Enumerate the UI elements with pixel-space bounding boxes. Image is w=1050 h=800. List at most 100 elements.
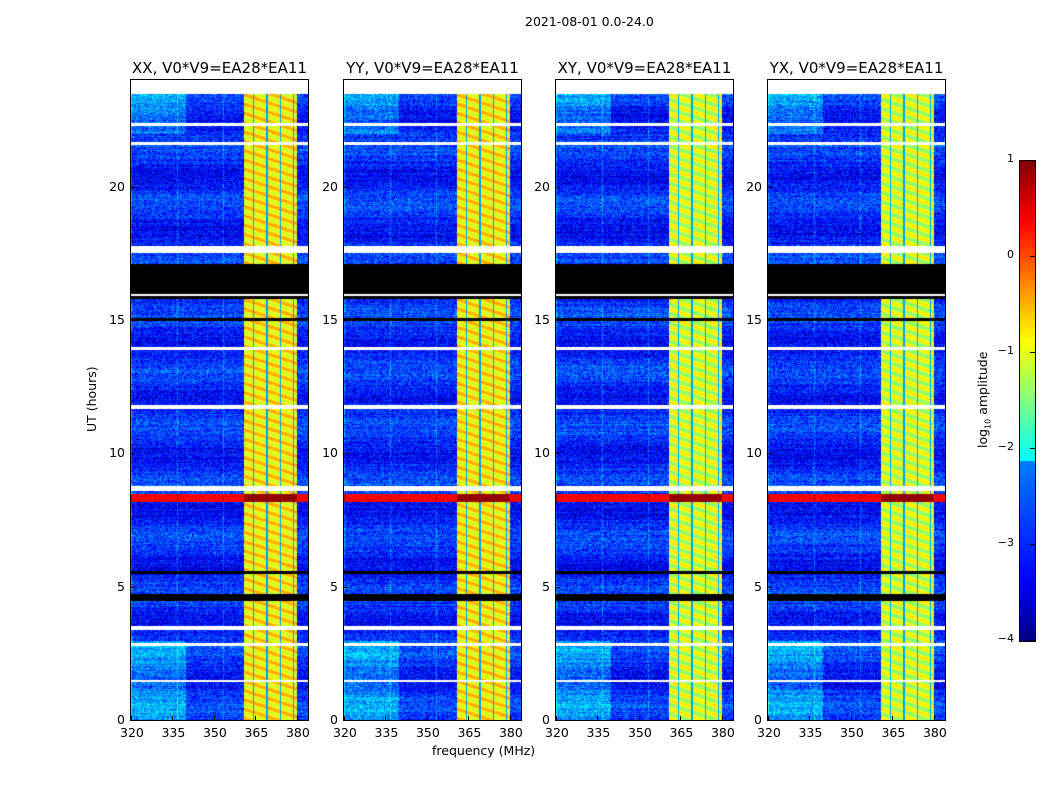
x-tick (768, 716, 769, 720)
x-tick (597, 716, 599, 720)
x-tick (468, 716, 470, 720)
x-tick-label: 380 (922, 725, 947, 740)
x-tick-label: 320 (120, 725, 144, 740)
colorbar-tick (1030, 640, 1035, 641)
colorbar-tick (1030, 352, 1035, 353)
colorbar-label: log10 amplitude (975, 352, 993, 448)
y-tick-label: 10 (746, 445, 762, 461)
y-tick (344, 586, 348, 588)
x-tick (680, 716, 682, 720)
y-tick-label: 10 (109, 445, 125, 461)
heatmap-panel-0 (130, 79, 309, 721)
colorbar-tick-label: 1 (1007, 152, 1014, 165)
x-tick (296, 716, 298, 720)
y-tick-label: 10 (534, 445, 550, 461)
x-tick-label: 335 (161, 725, 186, 740)
x-tick (809, 716, 811, 720)
y-tick (768, 720, 772, 721)
y-tick-label: 20 (322, 178, 338, 194)
y-tick-label: 5 (754, 578, 762, 594)
y-tick (768, 586, 772, 588)
x-tick (172, 716, 174, 720)
y-tick (556, 720, 560, 721)
y-tick (768, 320, 772, 321)
colorbar-label-rest: amplitude (975, 351, 990, 419)
y-tick (344, 320, 348, 321)
x-tick-label: 335 (586, 725, 611, 740)
y-tick (344, 186, 348, 188)
x-tick-label: 365 (244, 725, 269, 740)
colorbar-tick-label: 0 (1007, 248, 1014, 261)
x-tick-label: 380 (710, 725, 735, 740)
x-tick-label: 320 (545, 725, 569, 740)
x-tick (892, 716, 894, 720)
x-tick-label: 350 (839, 725, 864, 740)
y-tick-label: 15 (534, 312, 550, 327)
heatmap-panel-1 (343, 79, 522, 721)
x-tick-label: 350 (627, 725, 652, 740)
y-tick-label: 10 (322, 445, 338, 461)
x-tick (344, 716, 345, 720)
colorbar-tick (1030, 544, 1035, 545)
colorbar-tick-label: −1 (997, 344, 1014, 357)
y-tick-label: 0 (330, 712, 338, 727)
x-tick (255, 716, 257, 720)
colorbar-tick (1030, 160, 1035, 161)
x-tick-label: 365 (669, 725, 694, 740)
x-tick-label: 365 (457, 725, 482, 740)
y-tick-label: 0 (754, 712, 762, 727)
colorbar-tick-label: −2 (997, 440, 1014, 453)
x-tick-label: 380 (498, 725, 523, 740)
y-tick (131, 720, 135, 721)
x-tick (933, 716, 935, 720)
y-tick (556, 320, 560, 321)
y-tick-label: 20 (109, 178, 125, 194)
panel-title: YX, V0*V9=EA28*EA11 (769, 59, 944, 77)
heatmap-canvas (131, 80, 308, 720)
y-tick (131, 320, 135, 321)
y-tick-label: 5 (117, 578, 125, 594)
x-tick-label: 335 (798, 725, 823, 740)
panel-title: YY, V0*V9=EA28*EA11 (346, 59, 519, 77)
x-axis-label: frequency (MHz) (432, 743, 536, 758)
y-tick-label: 20 (534, 178, 550, 194)
colorbar (1019, 160, 1036, 642)
heatmap-panel-3 (767, 79, 946, 721)
y-tick-label: 20 (746, 178, 762, 194)
heatmap-canvas (556, 80, 733, 720)
panel-title: XX, V0*V9=EA28*EA11 (132, 59, 307, 77)
x-tick-label: 365 (881, 725, 906, 740)
y-tick-label: 15 (322, 312, 338, 327)
y-tick-label: 0 (117, 712, 125, 727)
y-tick (768, 453, 772, 455)
y-tick (131, 586, 135, 588)
colorbar-tick-label: −3 (997, 536, 1014, 549)
x-tick (213, 716, 215, 720)
x-tick (509, 716, 511, 720)
x-tick-label: 380 (285, 725, 310, 740)
y-tick-label: 0 (542, 712, 550, 727)
y-tick (344, 453, 348, 455)
y-tick (556, 186, 560, 188)
x-tick (556, 716, 557, 720)
y-tick (344, 720, 348, 721)
x-tick (131, 716, 132, 720)
x-tick (721, 716, 723, 720)
x-tick (850, 716, 852, 720)
x-tick-label: 320 (757, 725, 781, 740)
panel-title: XY, V0*V9=EA28*EA11 (557, 59, 732, 77)
suptitle: 2021-08-01 0.0-24.0 (525, 14, 654, 29)
heatmap-canvas (344, 80, 521, 720)
heatmap-canvas (768, 80, 945, 720)
x-tick (385, 716, 387, 720)
colorbar-label-sub: 10 (983, 418, 993, 429)
heatmap-panel-2 (555, 79, 734, 721)
x-tick-label: 335 (374, 725, 399, 740)
colorbar-tick-label: −4 (997, 632, 1014, 645)
y-tick-label: 5 (542, 578, 550, 594)
colorbar-tick (1030, 448, 1035, 449)
colorbar-label-main: log (975, 428, 990, 448)
y-tick (131, 186, 135, 188)
x-tick (638, 716, 640, 720)
